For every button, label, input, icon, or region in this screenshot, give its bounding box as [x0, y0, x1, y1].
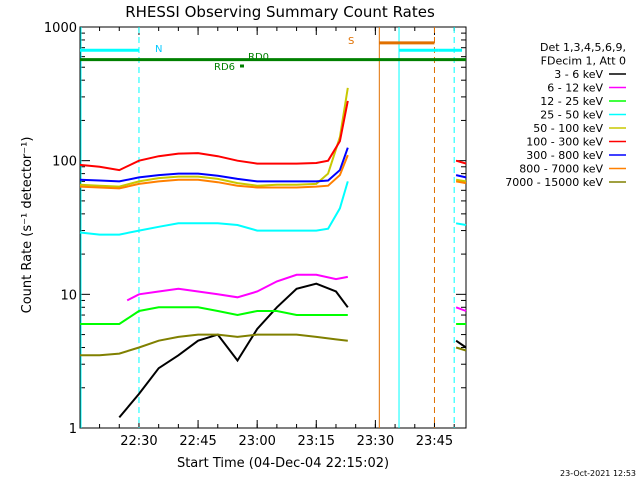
x-tick-label: 22:45: [179, 434, 216, 449]
series-line: [79, 154, 349, 190]
legend-label: 12 - 25 keV: [540, 95, 603, 108]
series-line: [79, 87, 349, 188]
series-line: [79, 100, 349, 172]
series-line: [118, 282, 349, 419]
series-line: [80, 306, 348, 325]
footer-date: 23-Oct-2021 12:53: [560, 469, 636, 478]
series-line: [455, 159, 467, 165]
x-tick-label: 23:15: [298, 434, 335, 449]
flag-label: S: [348, 36, 354, 47]
legend-header: Det 1,3,4,5,6,9,: [540, 41, 626, 54]
chart-title: RHESSI Observing Summary Count Rates: [125, 3, 435, 21]
legend-label: 100 - 300 keV: [526, 136, 603, 149]
legend-label: 800 - 7000 keV: [519, 163, 603, 176]
legend-label: 25 - 50 keV: [540, 109, 603, 122]
y-tick-label: 100: [52, 155, 77, 170]
x-tick-label: 22:30: [120, 434, 157, 449]
plot-area: 1 10 100 1000 22:30 22:45 23:00 23:15 23:30 23:45…: [44, 21, 467, 449]
x-tick-label: 23:00: [238, 434, 275, 449]
series-line: [126, 273, 348, 302]
plot-frame: [79, 26, 467, 429]
x-tick-label: 23:30: [357, 434, 394, 449]
y-tick-label: 10: [60, 288, 77, 303]
flag-label: RD0: [248, 52, 269, 63]
series-line: [455, 346, 467, 352]
x-tick-label: 23:45: [416, 434, 453, 449]
series-line: [455, 180, 467, 185]
legend-label: 50 - 100 keV: [533, 122, 603, 135]
legend-label: 6 - 12 keV: [547, 82, 603, 95]
series-line: [455, 178, 467, 183]
series-line: [79, 147, 349, 183]
x-axis-label: Start Time (04-Dec-04 22:15:02): [177, 456, 389, 471]
y-tick-label: 1: [69, 422, 77, 437]
legend-label: 7000 - 15000 keV: [505, 176, 603, 189]
legend-label: 3 - 6 keV: [554, 68, 603, 81]
flag-label: N: [155, 44, 162, 55]
series-line: [79, 181, 349, 236]
flag-label: RD6: [214, 62, 235, 73]
y-axis-label: Count Rate (s⁻¹ detector⁻¹): [20, 137, 35, 314]
series-line: [455, 306, 467, 312]
legend-header: FDecim 1, Att 0: [541, 55, 626, 68]
series-line: [80, 333, 348, 357]
legend-label: 300 - 800 keV: [526, 149, 603, 162]
y-tick-label: 1000: [44, 21, 77, 36]
series-line: [455, 174, 467, 179]
series-line: [455, 222, 467, 226]
series-line: [455, 339, 467, 349]
legend: Det 1,3,4,5,6,9,FDecim 1, Att 03 - 6 keV…: [505, 41, 626, 189]
